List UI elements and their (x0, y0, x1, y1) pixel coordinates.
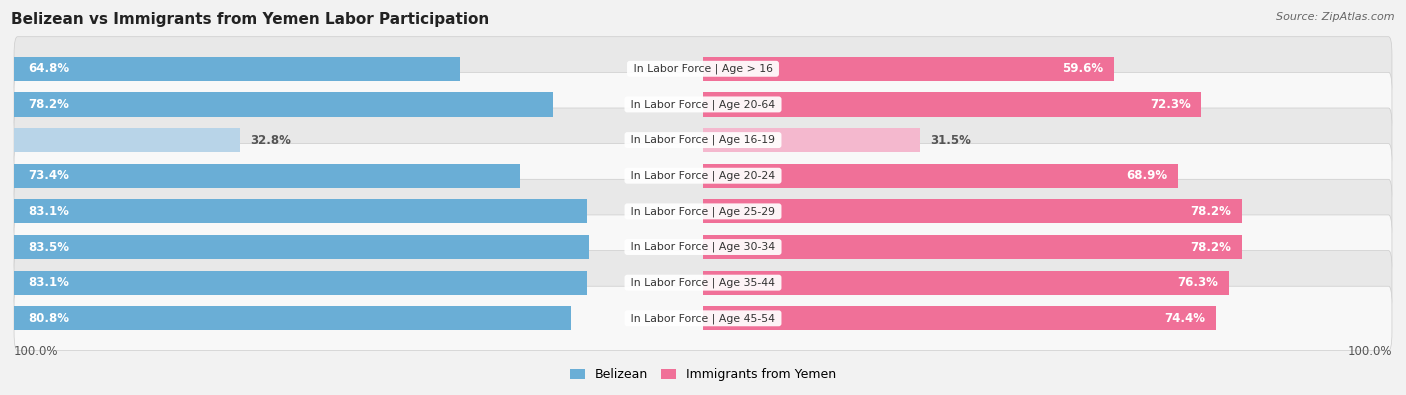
Bar (703, 164, 1178, 188)
Text: 73.4%: 73.4% (28, 169, 69, 182)
Bar (14, 56, 461, 81)
Text: In Labor Force | Age > 16: In Labor Force | Age > 16 (630, 64, 776, 74)
Bar (703, 128, 920, 152)
Text: Belizean vs Immigrants from Yemen Labor Participation: Belizean vs Immigrants from Yemen Labor … (11, 12, 489, 27)
Text: 32.8%: 32.8% (250, 134, 291, 147)
Text: 74.4%: 74.4% (1164, 312, 1205, 325)
FancyBboxPatch shape (14, 250, 1392, 315)
Bar (14, 235, 589, 259)
Text: In Labor Force | Age 45-54: In Labor Force | Age 45-54 (627, 313, 779, 324)
FancyBboxPatch shape (14, 215, 1392, 279)
Text: 100.0%: 100.0% (1347, 345, 1392, 358)
Text: In Labor Force | Age 20-24: In Labor Force | Age 20-24 (627, 171, 779, 181)
Text: 64.8%: 64.8% (28, 62, 69, 75)
Text: 80.8%: 80.8% (28, 312, 69, 325)
FancyBboxPatch shape (14, 144, 1392, 208)
FancyBboxPatch shape (14, 72, 1392, 137)
Legend: Belizean, Immigrants from Yemen: Belizean, Immigrants from Yemen (565, 363, 841, 386)
Text: 83.1%: 83.1% (28, 205, 69, 218)
Text: 78.2%: 78.2% (28, 98, 69, 111)
Text: 76.3%: 76.3% (1177, 276, 1219, 289)
Bar (14, 128, 240, 152)
Bar (14, 306, 571, 331)
Text: In Labor Force | Age 25-29: In Labor Force | Age 25-29 (627, 206, 779, 216)
Text: 83.1%: 83.1% (28, 276, 69, 289)
Bar (14, 271, 586, 295)
FancyBboxPatch shape (14, 286, 1392, 350)
Bar (703, 306, 1216, 331)
Text: In Labor Force | Age 30-34: In Labor Force | Age 30-34 (627, 242, 779, 252)
Bar (703, 235, 1241, 259)
FancyBboxPatch shape (14, 37, 1392, 101)
Bar (703, 92, 1201, 117)
Bar (14, 164, 520, 188)
Bar (14, 199, 586, 224)
Bar (703, 199, 1241, 224)
Bar (703, 56, 1114, 81)
Text: In Labor Force | Age 16-19: In Labor Force | Age 16-19 (627, 135, 779, 145)
FancyBboxPatch shape (14, 108, 1392, 172)
Bar (14, 92, 553, 117)
Text: In Labor Force | Age 20-64: In Labor Force | Age 20-64 (627, 99, 779, 110)
Text: 31.5%: 31.5% (931, 134, 972, 147)
Text: 78.2%: 78.2% (1191, 241, 1232, 254)
Text: 68.9%: 68.9% (1126, 169, 1167, 182)
FancyBboxPatch shape (14, 179, 1392, 243)
Text: Source: ZipAtlas.com: Source: ZipAtlas.com (1277, 12, 1395, 22)
Text: In Labor Force | Age 35-44: In Labor Force | Age 35-44 (627, 277, 779, 288)
Text: 83.5%: 83.5% (28, 241, 69, 254)
Text: 59.6%: 59.6% (1062, 62, 1104, 75)
Text: 100.0%: 100.0% (14, 345, 59, 358)
Text: 78.2%: 78.2% (1191, 205, 1232, 218)
Text: 72.3%: 72.3% (1150, 98, 1191, 111)
Bar (703, 271, 1229, 295)
